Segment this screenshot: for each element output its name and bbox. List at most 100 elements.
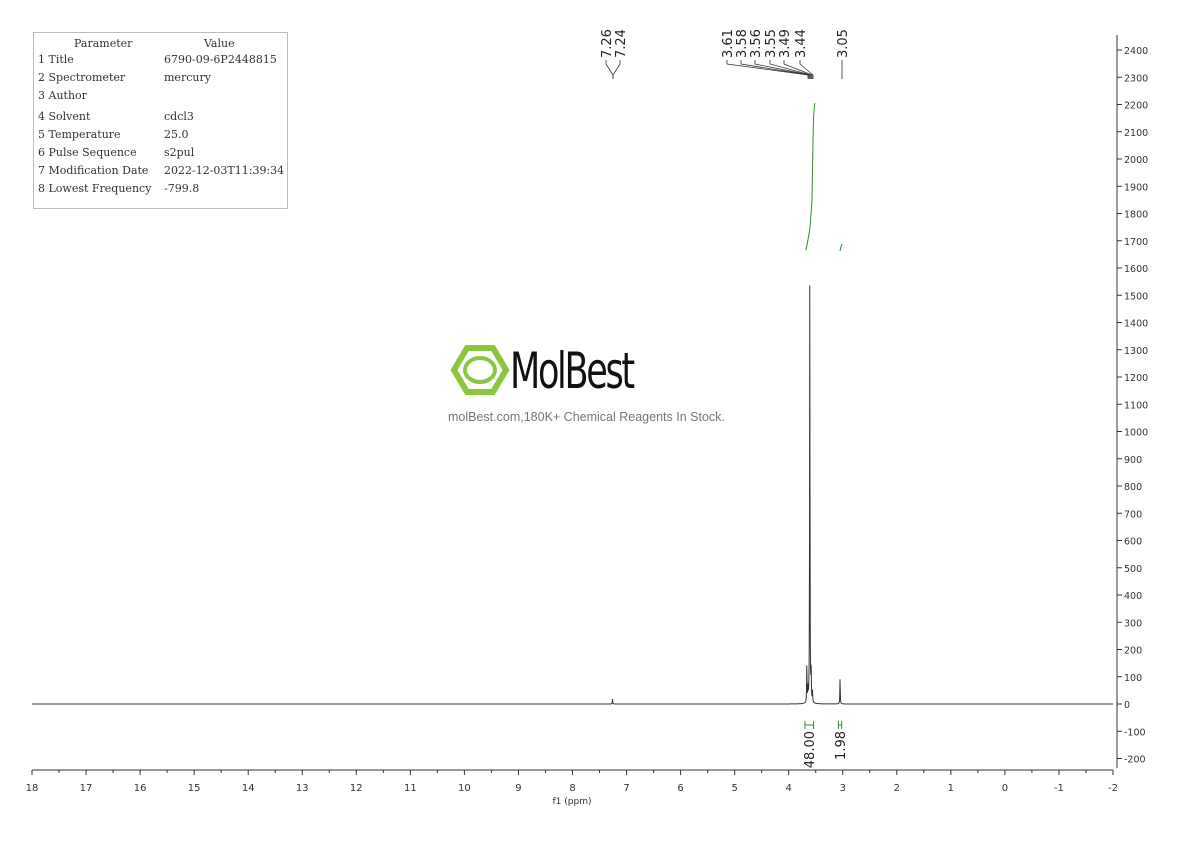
spectrum-line bbox=[32, 285, 1113, 705]
y-tick-label: 1100 bbox=[1124, 400, 1148, 411]
param-row: 2 Spectrometer mercury bbox=[38, 71, 211, 84]
y-tick-label: 800 bbox=[1124, 482, 1142, 493]
param-header: Parameter bbox=[74, 37, 133, 50]
integral-curve bbox=[839, 243, 843, 252]
y-tick-label: 1200 bbox=[1124, 373, 1148, 384]
peak-label: 3.44 bbox=[794, 29, 809, 58]
y-tick-label: 1600 bbox=[1124, 264, 1148, 275]
y-tick-label: 1400 bbox=[1124, 319, 1148, 330]
y-tick-label: 1700 bbox=[1124, 237, 1148, 248]
param-value: -799.8 bbox=[164, 182, 200, 195]
param-row: 4 Solvent cdcl3 bbox=[38, 110, 194, 123]
x-tick-label: 13 bbox=[296, 783, 309, 794]
integral-value: 1.98 bbox=[834, 731, 849, 760]
y-tick-label: 100 bbox=[1124, 673, 1142, 684]
peak-label-leader bbox=[799, 60, 814, 79]
peak-label: 3.49 bbox=[778, 29, 793, 58]
x-tick-label: 15 bbox=[188, 783, 201, 794]
param-name: 3 Author bbox=[38, 89, 87, 102]
peak-label: 3.05 bbox=[836, 29, 851, 58]
y-tick-label: 500 bbox=[1124, 564, 1142, 575]
x-tick-label: 11 bbox=[404, 783, 417, 794]
parameter-table: Parameter Value 1 Title 6790-09-6P2448815… bbox=[33, 32, 288, 209]
x-tick-label: 16 bbox=[134, 783, 147, 794]
y-tick-label: 2000 bbox=[1124, 155, 1148, 166]
param-name: 2 Spectrometer bbox=[38, 71, 126, 84]
peak-label: 7.24 bbox=[614, 29, 629, 58]
x-tick-label: 1 bbox=[948, 783, 954, 794]
param-value: mercury bbox=[164, 71, 211, 84]
param-name: 4 Solvent bbox=[38, 110, 91, 123]
y-tick-label: 700 bbox=[1124, 509, 1142, 520]
integral-value: 48.00 bbox=[803, 731, 818, 768]
param-row: 8 Lowest Frequency -799.8 bbox=[38, 182, 199, 195]
param-name: 8 Lowest Frequency bbox=[38, 182, 152, 195]
integral-curve bbox=[805, 102, 816, 251]
param-value: 2022-12-03T11:39:34 bbox=[164, 164, 285, 177]
x-tick-label: 14 bbox=[242, 783, 255, 794]
molbest-logo-icon bbox=[450, 345, 510, 395]
param-name: 1 Title bbox=[38, 53, 74, 66]
y-tick-label: 1300 bbox=[1124, 346, 1148, 357]
y-tick-label: -100 bbox=[1124, 727, 1146, 738]
x-tick-label: 7 bbox=[623, 783, 629, 794]
y-tick-label: 2400 bbox=[1124, 46, 1148, 57]
y-tick-label: 400 bbox=[1124, 591, 1142, 602]
y-tick-label: 1500 bbox=[1124, 291, 1148, 302]
x-tick-label: -2 bbox=[1108, 783, 1118, 794]
x-tick-label: 17 bbox=[80, 783, 93, 794]
y-tick-label: 600 bbox=[1124, 537, 1142, 548]
x-tick-label: 0 bbox=[1002, 783, 1008, 794]
watermark-tagline: molBest.com,180K+ Chemical Reagents In S… bbox=[448, 410, 725, 424]
peak-label: 7.26 bbox=[600, 29, 615, 58]
x-tick-label: 18 bbox=[26, 783, 39, 794]
param-value: s2pul bbox=[164, 146, 195, 159]
param-name: 6 Pulse Sequence bbox=[38, 146, 137, 159]
y-tick-label: -200 bbox=[1124, 755, 1146, 766]
param-row: 6 Pulse Sequence s2pul bbox=[38, 146, 194, 159]
peak-label-leader bbox=[783, 60, 813, 79]
param-name: 5 Temperature bbox=[38, 128, 121, 141]
param-row: 1 Title 6790-09-6P2448815 bbox=[38, 53, 277, 66]
value-header: Value bbox=[204, 37, 235, 50]
peak-label-leader bbox=[726, 60, 809, 79]
y-tick-label: 1900 bbox=[1124, 182, 1148, 193]
y-tick-label: 0 bbox=[1124, 700, 1130, 711]
y-tick-label: 300 bbox=[1124, 618, 1142, 629]
x-tick-label: 9 bbox=[515, 783, 521, 794]
param-value: 6790-09-6P2448815 bbox=[164, 53, 277, 66]
y-tick-label: 1000 bbox=[1124, 428, 1148, 439]
x-tick-label: 10 bbox=[458, 783, 471, 794]
param-name: 7 Modification Date bbox=[38, 164, 149, 177]
x-tick-label: 12 bbox=[350, 783, 363, 794]
x-tick-label: -1 bbox=[1054, 783, 1064, 794]
peak-label-leader bbox=[605, 60, 614, 79]
y-tick-label: 2100 bbox=[1124, 128, 1148, 139]
watermark-brand: MolBest bbox=[510, 342, 635, 400]
y-tick-label: 2300 bbox=[1124, 73, 1148, 84]
peak-label-leader bbox=[612, 60, 621, 79]
param-row: 5 Temperature 25.0 bbox=[38, 128, 189, 141]
y-tick-label: 200 bbox=[1124, 646, 1142, 657]
y-tick-label: 900 bbox=[1124, 455, 1142, 466]
x-tick-label: 4 bbox=[786, 783, 792, 794]
param-value: 25.0 bbox=[164, 128, 189, 141]
param-value: cdcl3 bbox=[164, 110, 194, 123]
x-axis-label: f1 (ppm) bbox=[553, 797, 592, 807]
peak-label-leader bbox=[754, 60, 811, 79]
x-tick-label: 6 bbox=[677, 783, 683, 794]
peak-label: 3.58 bbox=[735, 29, 750, 58]
x-tick-label: 5 bbox=[731, 783, 737, 794]
param-row: 7 Modification Date 2022-12-03T11:39:34 bbox=[38, 164, 284, 177]
peak-label-leader bbox=[769, 60, 812, 79]
peak-label: 3.56 bbox=[749, 29, 764, 58]
x-tick-label: 2 bbox=[894, 783, 900, 794]
x-tick-label: 8 bbox=[569, 783, 575, 794]
param-row: 3 Author bbox=[38, 89, 87, 102]
x-tick-label: 3 bbox=[840, 783, 846, 794]
y-tick-label: 2200 bbox=[1124, 101, 1148, 112]
y-tick-label: 1800 bbox=[1124, 210, 1148, 221]
peak-label: 3.55 bbox=[764, 29, 779, 58]
peak-label-leader bbox=[740, 60, 810, 79]
